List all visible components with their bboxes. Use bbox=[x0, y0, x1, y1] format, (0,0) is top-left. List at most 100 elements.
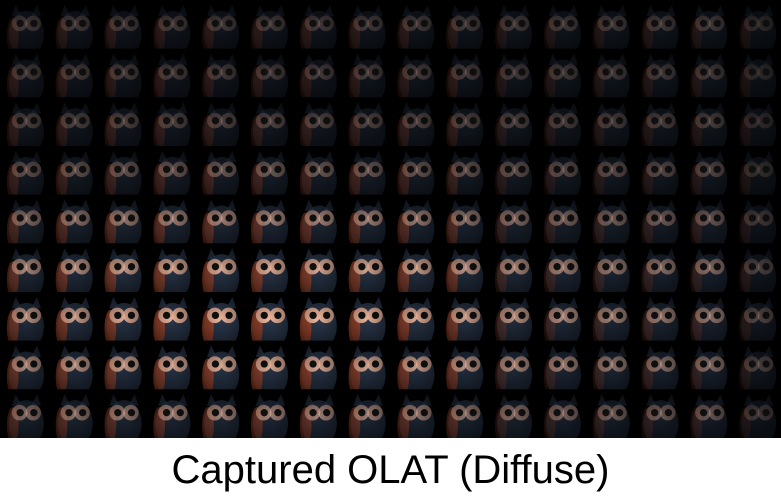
olat-cell bbox=[146, 243, 196, 301]
olat-cell bbox=[390, 340, 440, 399]
olat-cell bbox=[244, 340, 294, 399]
olat-cell bbox=[292, 0, 343, 58]
olat-cell bbox=[195, 389, 245, 438]
olat-cell bbox=[0, 389, 50, 438]
olat-cell bbox=[292, 292, 343, 350]
olat-cell bbox=[390, 194, 440, 253]
olat-cell bbox=[585, 194, 636, 253]
olat-cell bbox=[585, 340, 636, 399]
olat-cell bbox=[585, 0, 636, 58]
olat-cell bbox=[634, 292, 684, 350]
olat-cell bbox=[488, 389, 538, 438]
olat-cell bbox=[146, 48, 196, 107]
olat-cell bbox=[244, 0, 294, 58]
olat-cell bbox=[536, 97, 587, 155]
olat-cell bbox=[634, 97, 684, 155]
olat-cell bbox=[732, 97, 781, 155]
olat-cell bbox=[0, 340, 50, 399]
olat-cell bbox=[0, 194, 50, 253]
olat-cell bbox=[146, 0, 196, 58]
olat-cell bbox=[536, 340, 587, 399]
olat-cell bbox=[195, 340, 245, 399]
olat-cell bbox=[341, 97, 392, 155]
olat-cell bbox=[341, 0, 392, 58]
olat-cell bbox=[536, 243, 587, 301]
olat-cell bbox=[146, 389, 196, 438]
olat-cell bbox=[732, 243, 781, 301]
olat-cell bbox=[146, 292, 196, 350]
olat-cell bbox=[0, 292, 50, 350]
olat-cell bbox=[683, 48, 733, 107]
olat-cell bbox=[48, 97, 99, 155]
olat-cell bbox=[732, 48, 781, 107]
olat-cell bbox=[146, 97, 196, 155]
olat-cell bbox=[146, 146, 196, 204]
olat-cell bbox=[488, 0, 538, 58]
olat-cell bbox=[585, 292, 636, 350]
olat-cell bbox=[390, 146, 440, 204]
olat-cell bbox=[48, 146, 99, 204]
olat-cell bbox=[292, 389, 343, 438]
olat-cell bbox=[683, 243, 733, 301]
olat-cell bbox=[634, 48, 684, 107]
olat-cell bbox=[244, 194, 294, 253]
olat-cell bbox=[488, 97, 538, 155]
olat-cell bbox=[439, 292, 489, 350]
olat-cell bbox=[732, 340, 781, 399]
olat-cell bbox=[195, 146, 245, 204]
olat-cell bbox=[97, 97, 147, 155]
olat-cell bbox=[732, 292, 781, 350]
olat-cell bbox=[634, 389, 684, 438]
olat-cell bbox=[244, 292, 294, 350]
olat-cell bbox=[0, 97, 50, 155]
olat-cell bbox=[439, 97, 489, 155]
olat-cell bbox=[390, 0, 440, 58]
olat-cell bbox=[195, 48, 245, 107]
olat-cell bbox=[536, 0, 587, 58]
olat-cell bbox=[292, 340, 343, 399]
olat-cell bbox=[0, 0, 50, 58]
olat-cell bbox=[439, 48, 489, 107]
olat-cell bbox=[195, 292, 245, 350]
olat-cell bbox=[244, 146, 294, 204]
olat-cell bbox=[585, 389, 636, 438]
olat-cell bbox=[292, 194, 343, 253]
olat-cell bbox=[244, 243, 294, 301]
olat-cell bbox=[48, 243, 99, 301]
olat-cell bbox=[97, 292, 147, 350]
olat-cell bbox=[488, 194, 538, 253]
olat-cell bbox=[439, 243, 489, 301]
olat-cell bbox=[683, 340, 733, 399]
olat-cell bbox=[292, 48, 343, 107]
olat-cell bbox=[341, 389, 392, 438]
olat-cell bbox=[390, 389, 440, 438]
olat-cell bbox=[488, 146, 538, 204]
olat-cell bbox=[439, 0, 489, 58]
olat-cell bbox=[390, 292, 440, 350]
figure-caption: Captured OLAT (Diffuse) bbox=[171, 448, 610, 492]
olat-cell bbox=[683, 292, 733, 350]
olat-cell bbox=[732, 194, 781, 253]
olat-cell bbox=[439, 146, 489, 204]
olat-cell bbox=[732, 146, 781, 204]
olat-cell bbox=[97, 389, 147, 438]
olat-cell bbox=[585, 48, 636, 107]
olat-cell bbox=[97, 243, 147, 301]
olat-cell bbox=[683, 389, 733, 438]
olat-cell bbox=[195, 194, 245, 253]
olat-cell bbox=[244, 48, 294, 107]
olat-cell bbox=[292, 97, 343, 155]
olat-cell bbox=[488, 243, 538, 301]
olat-cell bbox=[195, 97, 245, 155]
olat-cell bbox=[341, 146, 392, 204]
olat-cell bbox=[292, 243, 343, 301]
olat-cell bbox=[341, 48, 392, 107]
olat-cell bbox=[48, 194, 99, 253]
olat-cell bbox=[0, 146, 50, 204]
olat-cell bbox=[536, 48, 587, 107]
olat-cell bbox=[634, 146, 684, 204]
olat-cell bbox=[488, 292, 538, 350]
olat-cell bbox=[341, 292, 392, 350]
olat-cell bbox=[683, 146, 733, 204]
olat-cell bbox=[195, 0, 245, 58]
